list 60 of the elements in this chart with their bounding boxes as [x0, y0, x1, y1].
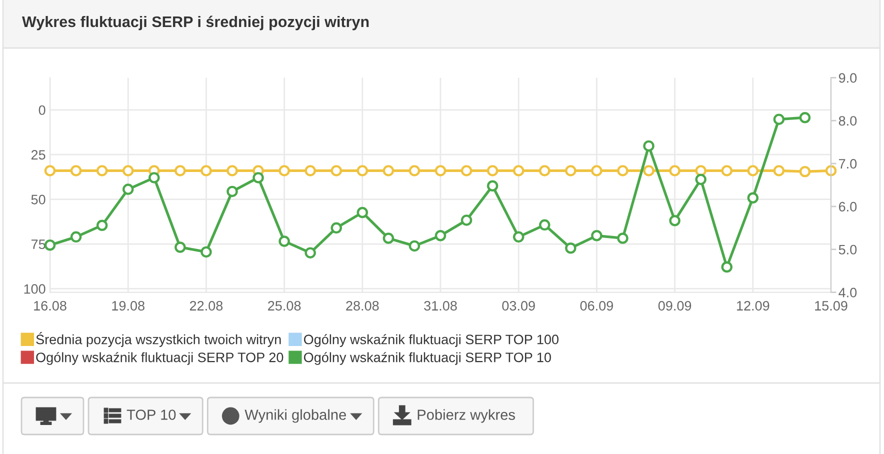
x-tick-label: 22.08 — [190, 300, 223, 311]
point — [252, 172, 264, 184]
x-tick-label: 03.09 — [502, 300, 535, 311]
y-tick-label: 75 — [31, 240, 46, 250]
x-tick-label: 12.09 — [736, 300, 770, 311]
y2-tick-label: 4.0 — [838, 288, 857, 298]
x-tick-label: 16.08 — [34, 300, 66, 311]
point — [512, 231, 524, 243]
point — [304, 247, 316, 258]
x-tick-label: 15.09 — [815, 300, 848, 311]
x-tick-label: 28.08 — [346, 300, 379, 311]
point — [330, 222, 342, 234]
y2-tick-label: 8.0 — [838, 116, 857, 126]
point — [122, 184, 134, 195]
text: TOP 10 — [126, 410, 176, 420]
point — [773, 114, 785, 125]
y2-tick-label: 7.0 — [838, 158, 857, 169]
y-tick-label: 0 — [38, 105, 46, 115]
y-tick-label: 50 — [31, 194, 46, 204]
point — [539, 219, 550, 231]
point — [591, 230, 602, 242]
x-tick-label: 19.08 — [112, 300, 144, 311]
x-tick-label: 06.09 — [580, 300, 614, 311]
point — [96, 220, 108, 231]
point — [617, 232, 628, 244]
legend-label: Ogólny wskaźnik fluktuacji SERP TOP 20 — [36, 352, 284, 365]
point — [565, 242, 576, 254]
point — [799, 112, 811, 124]
point — [174, 242, 186, 253]
point — [747, 192, 759, 204]
point — [200, 246, 212, 258]
point — [669, 215, 680, 226]
y-tick-label: 25 — [31, 150, 46, 160]
point — [44, 239, 56, 251]
point — [486, 180, 498, 192]
point — [382, 232, 394, 244]
x-tick-label: 25.08 — [268, 300, 301, 311]
point — [408, 240, 420, 252]
point — [695, 174, 706, 186]
point — [643, 140, 654, 152]
chart-title: Wykres fluktuacji SERP i średniej pozycji witryn — [22, 16, 369, 30]
x-tick-label: 31.08 — [424, 300, 457, 311]
point — [460, 214, 472, 226]
y2-tick-label: 9.0 — [838, 73, 857, 83]
y-tick-label: 100 — [24, 284, 46, 294]
legend-label: Ogólny wskaźnik fluktuacji SERP TOP 10 — [304, 352, 551, 365]
text: Pobierz wykres — [418, 409, 515, 423]
point — [721, 261, 732, 273]
text: Wyniki globalne — [244, 409, 346, 423]
point — [278, 236, 290, 247]
point — [70, 231, 82, 243]
y2-tick-label: 6.0 — [838, 202, 857, 212]
legend-label: Ogólny wskaźnik fluktuacji SERP TOP 100 — [304, 334, 558, 347]
point — [434, 230, 446, 242]
x-tick-label: 09.09 — [658, 300, 692, 311]
legend-label: Średnia pozycja wszystkich twoich witryn — [36, 332, 281, 347]
point — [226, 186, 238, 198]
point — [148, 172, 160, 184]
y2-tick-label: 5.0 — [838, 244, 857, 254]
point — [356, 206, 368, 218]
